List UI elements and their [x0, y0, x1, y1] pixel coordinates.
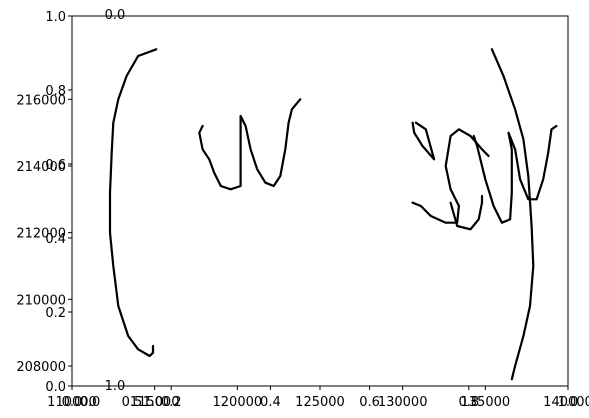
y-tick-label-norm: 0.6 [45, 158, 66, 173]
y-tick-label-data: 210000 [16, 293, 66, 308]
x-tick-label-data: 120000 [213, 395, 263, 410]
x-tick-label-norm: 0.4 [260, 395, 281, 410]
x-tick-label-data: 115000 [130, 395, 180, 410]
x-tick-label-norm: 1.0 [558, 395, 579, 410]
y-tick-label-norm: 1.0 [45, 10, 66, 25]
y-axis-ticks: 0.0 0.2 0.4 0.6 0.8 1.0 208000 210000 212000 2140… [16, 10, 72, 395]
plot-frame [71, 15, 569, 387]
stroke-s-tail [449, 194, 484, 231]
x-tick-label-norm: 0.6 [359, 395, 380, 410]
stroke-w2 [472, 124, 558, 224]
stray-bottom-extra-label: 0.0 [80, 395, 101, 410]
x-tick-label-data: 110000 [47, 395, 97, 410]
stroke-left-paren [108, 48, 158, 358]
y-tick-label-norm: 0.8 [45, 84, 66, 99]
x-tick-label-data: 135000 [461, 395, 511, 410]
y-tick-label-data: 214000 [16, 160, 66, 175]
y-tick-label-data: 208000 [16, 360, 66, 375]
stray-bottom-extra-label: 1.0 [143, 395, 164, 410]
y-tick-label-norm: 0.0 [45, 380, 66, 395]
x-axis-ticks: 0.0 0.2 0.4 0.6 0.8 1.0 110000 115000 120000 1250… [47, 8, 589, 410]
x-tick-label-data: 125000 [295, 395, 345, 410]
x-tick-label-norm: 0.2 [161, 395, 182, 410]
y-tick-label-norm: 0.2 [45, 306, 66, 321]
y-tick-label-data: 216000 [16, 93, 66, 108]
stroke-s-lower [411, 128, 490, 224]
stray-bottom-extra-label: 0.5 [122, 395, 143, 410]
x-tick-label-norm: 0.0 [62, 395, 83, 410]
y-tick-label-norm: 0.4 [45, 232, 66, 247]
ink-strokes [108, 48, 558, 381]
x-tick-label-norm: 0.8 [458, 395, 479, 410]
stroke-s-upper [411, 121, 436, 161]
stray-top-tick-label: 0.0 [105, 8, 126, 23]
y-tick-label-data: 212000 [16, 227, 66, 242]
stray-bottom-tick-label: 1.0 [105, 379, 126, 394]
x-tick-label-data: 140000 [543, 395, 589, 410]
stroke-w1 [198, 98, 302, 191]
stroke-right-paren [490, 48, 535, 381]
x-tick-label-data: 130000 [378, 395, 428, 410]
